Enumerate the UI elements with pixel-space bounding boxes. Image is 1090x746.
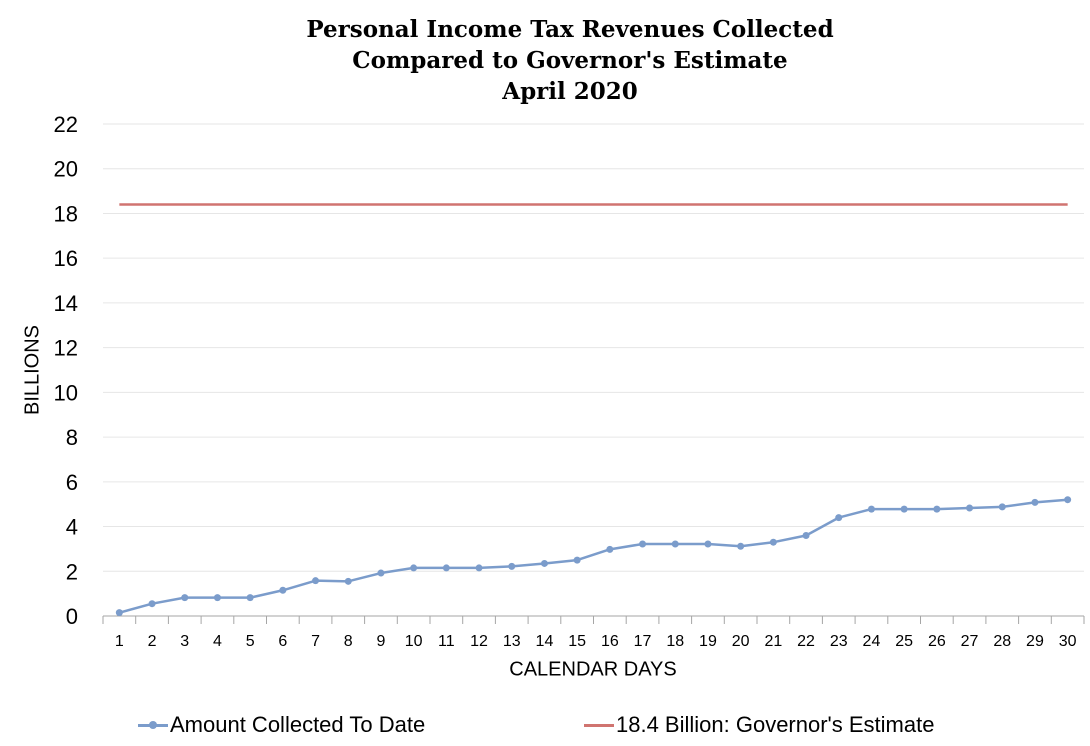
x-tick-label: 21	[764, 633, 782, 650]
y-tick-label: 4	[66, 515, 78, 540]
y-tick-label: 16	[54, 246, 78, 271]
x-tick-label: 8	[344, 633, 353, 650]
y-tick-label: 2	[66, 559, 78, 584]
data-point	[148, 600, 156, 608]
data-point	[475, 564, 483, 572]
x-tick-label: 18	[666, 633, 684, 650]
data-point	[377, 569, 385, 577]
x-tick-label: 6	[278, 633, 287, 650]
x-tick-label: 10	[405, 633, 423, 650]
data-point	[769, 538, 777, 546]
chart-title: Personal Income Tax Revenues Collected C…	[0, 14, 1090, 107]
data-point	[279, 586, 287, 594]
y-axis-label: BILLIONS	[21, 324, 44, 416]
x-tick-label: 9	[376, 633, 385, 650]
legend-label-amount-collected: Amount Collected To Date	[170, 712, 426, 737]
y-tick-label: 22	[54, 112, 78, 137]
y-tick-label: 14	[54, 291, 78, 316]
data-point	[115, 609, 123, 617]
x-tick-label: 1	[115, 633, 124, 650]
data-point	[998, 503, 1006, 511]
y-tick-label: 8	[66, 425, 78, 450]
x-tick-label: 27	[961, 633, 979, 650]
x-tick-label: 13	[503, 633, 521, 650]
x-tick-label: 7	[311, 633, 320, 650]
data-point	[508, 562, 516, 570]
x-tick-label: 23	[830, 633, 848, 650]
data-point	[737, 542, 745, 550]
data-point	[410, 564, 418, 572]
legend-item-governors-estimate: 18.4 Billion: Governor's Estimate	[584, 710, 934, 740]
x-tick-label: 3	[180, 633, 189, 650]
x-tick-label: 29	[1026, 633, 1044, 650]
data-point	[835, 514, 843, 522]
data-point	[1064, 496, 1072, 504]
data-point	[246, 594, 254, 602]
x-tick-label: 28	[993, 633, 1011, 650]
x-tick-label: 12	[470, 633, 488, 650]
data-point	[704, 540, 712, 548]
y-tick-label: 12	[54, 336, 78, 361]
y-tick-label: 0	[66, 604, 78, 629]
data-point	[802, 531, 810, 539]
y-tick-label: 20	[54, 157, 78, 182]
data-point	[344, 577, 352, 585]
data-point	[442, 564, 450, 572]
x-tick-label: 4	[213, 633, 222, 650]
chart-title-line-1: Personal Income Tax Revenues Collected	[306, 16, 834, 43]
data-point	[966, 504, 974, 512]
y-tick-label: 18	[54, 201, 78, 226]
data-point	[933, 505, 941, 513]
series-line-0	[119, 498, 1068, 614]
data-point	[867, 505, 875, 513]
legend-swatch-governors-estimate	[584, 710, 614, 740]
x-tick-label: 19	[699, 633, 717, 650]
legend-item-amount-collected: Amount Collected To Date	[138, 710, 425, 740]
legend-label-governors-estimate: 18.4 Billion: Governor's Estimate	[616, 712, 935, 737]
x-tick-label: 11	[438, 633, 455, 650]
x-axis-label: CALENDAR DAYS	[509, 658, 677, 681]
data-point	[312, 577, 320, 585]
chart-title-line-2: Compared to Governor's Estimate	[352, 47, 788, 74]
x-tick-label: 22	[797, 633, 815, 650]
data-point	[606, 545, 614, 553]
y-tick-label: 10	[54, 380, 78, 405]
data-point	[181, 594, 189, 602]
x-tick-label: 2	[148, 633, 157, 650]
data-point	[573, 556, 581, 564]
y-tick-label: 6	[66, 470, 78, 495]
legend-swatch-amount-collected	[138, 710, 168, 740]
x-tick-label: 25	[895, 633, 913, 650]
data-point	[900, 505, 908, 513]
x-tick-label: 17	[634, 633, 652, 650]
x-tick-label: 30	[1059, 633, 1077, 650]
x-tick-label: 15	[568, 633, 586, 650]
x-tick-label: 5	[246, 633, 255, 650]
data-point	[1031, 498, 1039, 506]
x-tick-label: 14	[536, 633, 554, 650]
x-tick-label: 26	[928, 633, 946, 650]
chart-title-line-3: April 2020	[502, 78, 638, 105]
x-tick-label: 16	[601, 633, 619, 650]
x-tick-label: 24	[863, 633, 881, 650]
data-point	[639, 540, 647, 548]
data-point	[671, 540, 679, 548]
x-tick-label: 20	[732, 633, 750, 650]
data-point	[213, 594, 221, 602]
data-point	[540, 559, 548, 567]
